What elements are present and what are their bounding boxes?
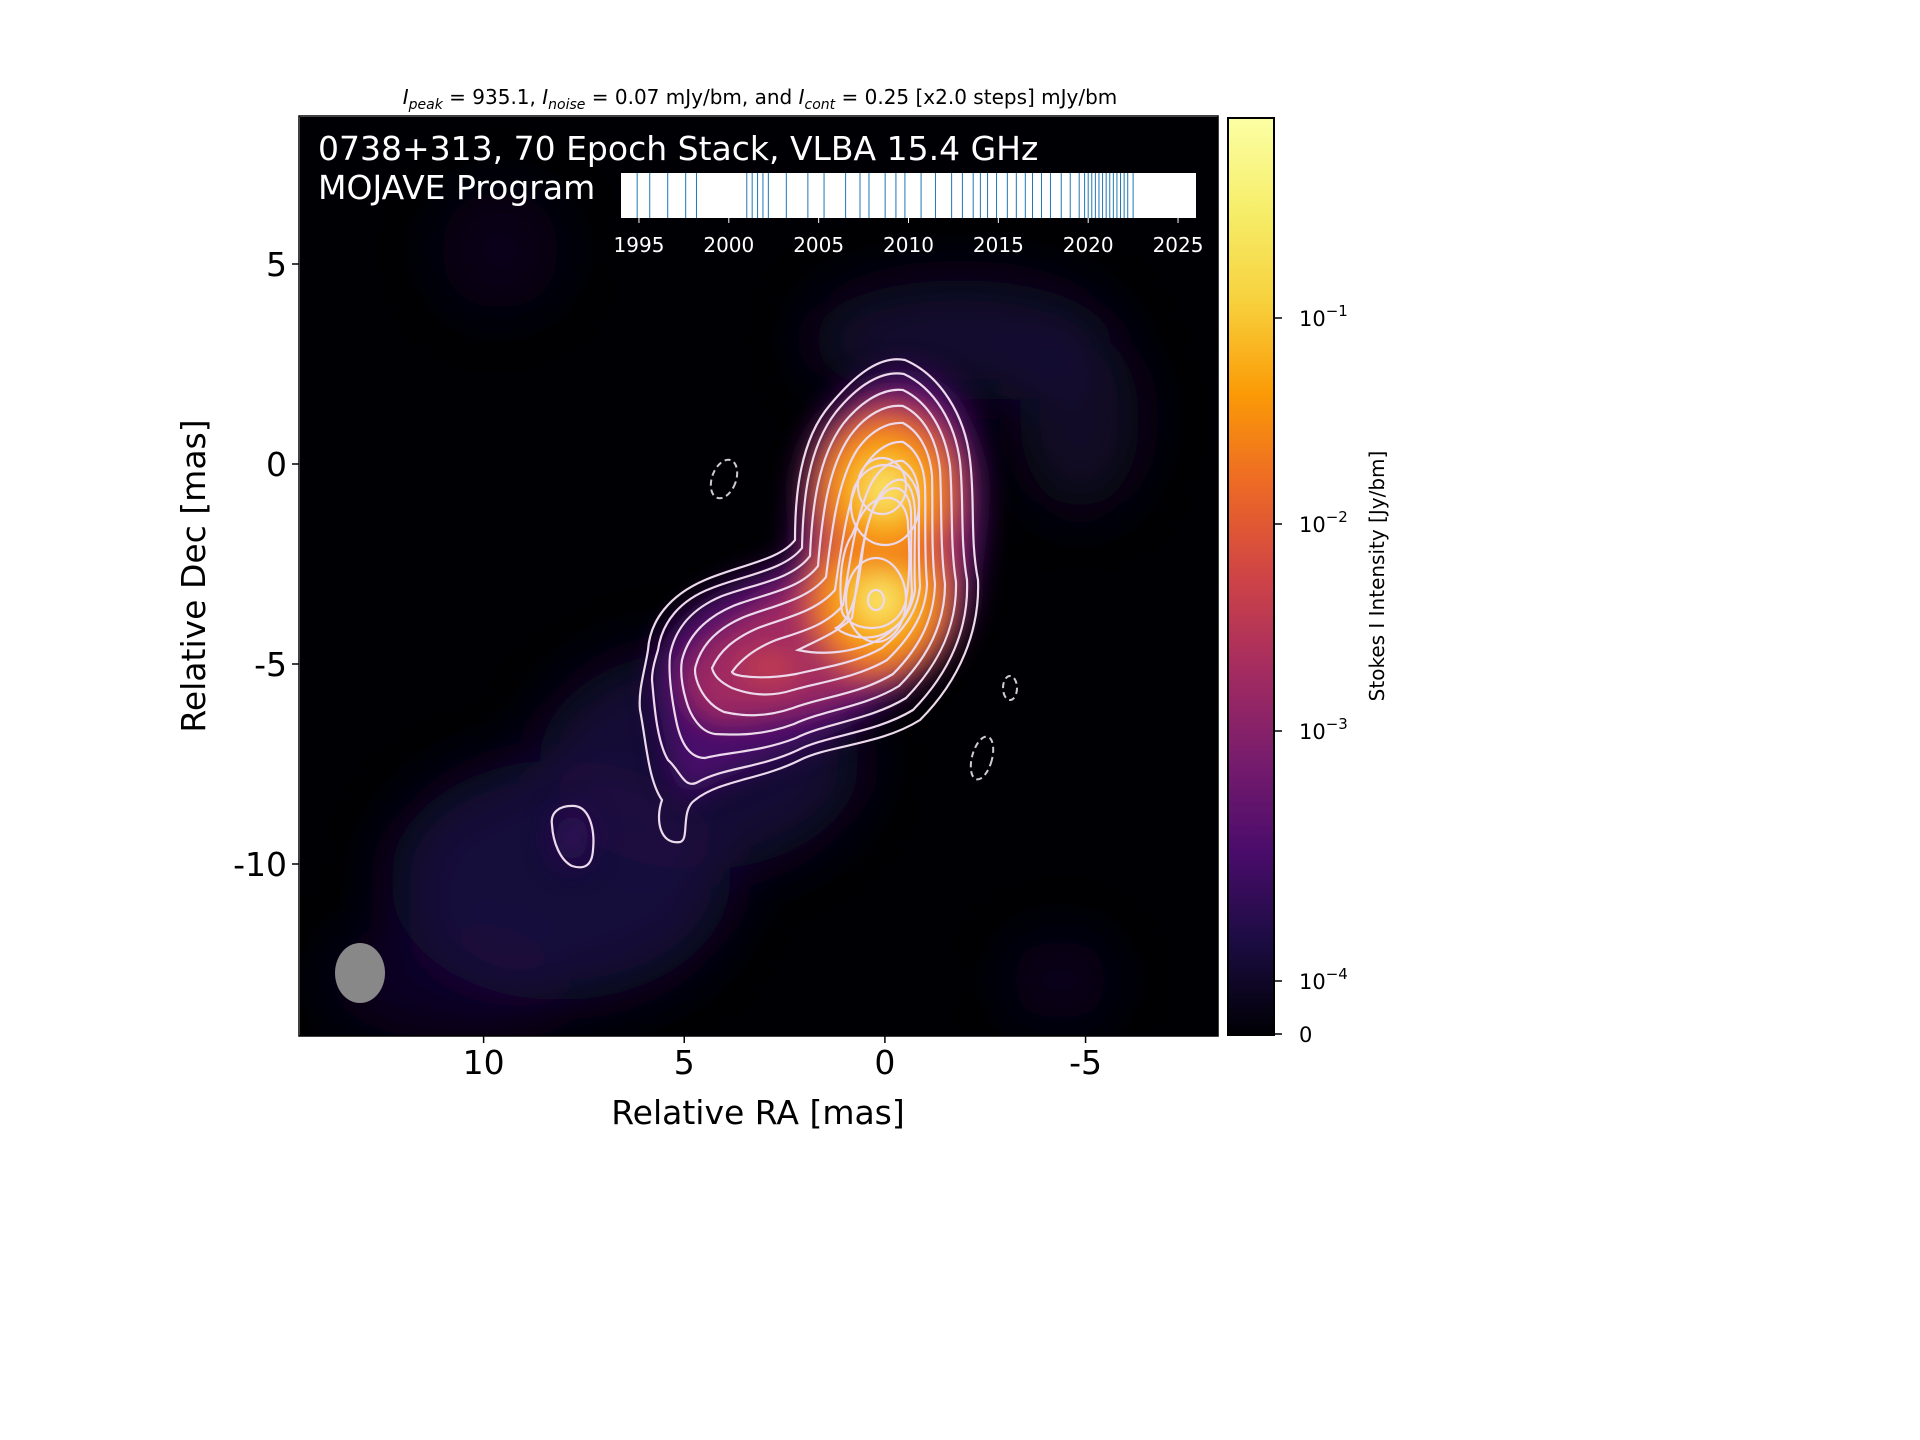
contour-core-outer	[849, 463, 921, 547]
colorbar-tick-label: 10−4	[1299, 965, 1348, 994]
header-line: Ipeak = 935.1, Inoise = 0.07 mJy/bm, and…	[403, 85, 1118, 113]
colorbar: 10−1 10−2 10−3 10−4 0 Stokes I Intensity [Jy…	[1227, 117, 1389, 1047]
y-tick-label: -5	[254, 645, 287, 684]
colorbar-tick-label: 10−3	[1299, 715, 1348, 744]
contour-5	[693, 421, 937, 717]
x-tick-label: 0	[874, 1043, 895, 1082]
contour-6	[710, 440, 929, 696]
y-axis: 5 0 -5 -10	[233, 245, 299, 884]
epoch-inset-frame	[621, 173, 1196, 218]
contour-10	[839, 496, 911, 630]
contour-4	[680, 404, 947, 736]
epoch-lines	[636, 173, 1134, 218]
y-tick-label: 0	[266, 445, 287, 484]
epoch-tick-label: 2015	[973, 233, 1024, 257]
colorbar-fill	[1228, 118, 1274, 1035]
header-inoise-value: = 0.07 mJy/bm, and	[585, 85, 798, 109]
contour-1	[638, 358, 980, 844]
colorbar-tick-label: 10−1	[1299, 302, 1348, 331]
colorbar-tick-label: 0	[1299, 1023, 1312, 1047]
x-tick-label: -5	[1069, 1043, 1102, 1082]
colorbar-label: Stokes I Intensity [Jy/bm]	[1365, 451, 1389, 702]
epoch-tick-label: 2020	[1063, 233, 1114, 257]
contour-2	[650, 372, 969, 785]
contour-3	[668, 388, 958, 760]
map-panel: 0738+313, 70 Epoch Stack, VLBA 15.4 GHz …	[300, 117, 1218, 1036]
contour-core-peak	[856, 456, 908, 516]
colorbar-ticks: 10−1 10−2 10−3 10−4 0	[1274, 302, 1348, 1047]
map-title-line1: 0738+313, 70 Epoch Stack, VLBA 15.4 GHz	[318, 129, 1038, 168]
x-axis: 10 5 0 -5	[463, 1036, 1102, 1082]
colorbar-tick-label: 10−2	[1299, 508, 1348, 537]
negative-contours	[709, 458, 1018, 781]
contour-inner-peak	[866, 588, 886, 612]
epoch-tick-label: 2025	[1153, 233, 1204, 257]
header-ipeak-value: = 935.1,	[443, 85, 542, 109]
map-title-line2: MOJAVE Program	[318, 168, 595, 207]
y-tick-label: -10	[233, 845, 287, 884]
x-axis-label: Relative RA [mas]	[611, 1093, 905, 1132]
contours	[550, 358, 980, 869]
x-tick-label: 10	[463, 1043, 505, 1082]
epoch-tick-label: 2005	[793, 233, 844, 257]
epoch-tick-label: 2000	[703, 233, 754, 257]
epoch-inset: 1995 2000 2005 2010 2015 2020 2025	[614, 173, 1204, 257]
contour-outer-blob	[550, 804, 595, 869]
header-inoise-symbol: I	[542, 85, 548, 109]
epoch-tick-label: 2010	[883, 233, 934, 257]
header-ipeak-subscript: peak	[408, 97, 444, 113]
map-frame	[298, 115, 1219, 1037]
beam-ellipse	[335, 943, 385, 1003]
y-axis-label: Relative Dec [mas]	[174, 419, 213, 732]
diffuse-emission	[330, 190, 1140, 1036]
contour-9	[833, 487, 914, 639]
header-ipeak-symbol: I	[403, 85, 409, 109]
header-icont-value: = 0.25 [x2.0 steps] mJy/bm	[835, 85, 1117, 109]
contour-core-inner	[844, 556, 908, 644]
header-inoise-subscript: noise	[548, 97, 585, 113]
y-tick-label: 5	[266, 245, 287, 284]
header-icont-symbol: I	[799, 85, 805, 109]
epoch-ticks: 1995 2000 2005 2010 2015 2020 2025	[614, 218, 1204, 257]
colorbar-frame	[1227, 117, 1275, 1036]
epoch-tick-label: 1995	[614, 233, 665, 257]
header-icont-subscript: cont	[805, 97, 836, 113]
x-tick-label: 5	[674, 1043, 695, 1082]
